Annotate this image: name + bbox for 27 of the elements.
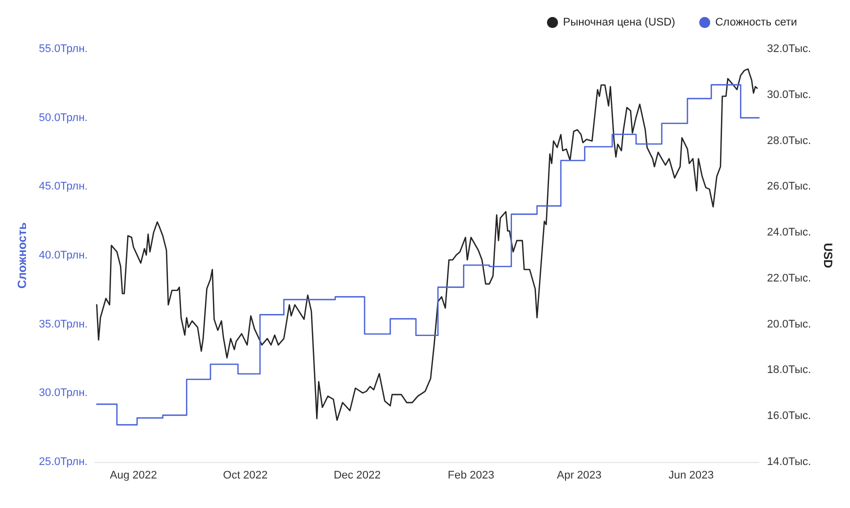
y2-tick-label: 20.0Тыс. (766, 318, 812, 330)
y2-tick-label: 22.0Тыс. (766, 272, 812, 284)
y-tick-label: 35.0Трлн. (38, 318, 88, 330)
x-tick-label: Jun 2023 (668, 470, 714, 482)
y-tick-label: 45.0Трлн. (38, 180, 88, 193)
y2-tick-label: 28.0Тыс. (766, 134, 812, 147)
y2-tick-label: 32.0Тыс. (766, 43, 812, 55)
x-tick-label: Oct 2022 (223, 470, 268, 482)
y-tick-label: 30.0Трлн. (38, 387, 88, 400)
y2-axis-title: USD (821, 242, 835, 268)
y-tick-label: 25.0Трлн. (38, 456, 88, 468)
legend-label: Рыночная цена (USD) (562, 16, 676, 28)
legend-label: Сложность сети (715, 16, 798, 28)
y2-tick-label: 18.0Тыс. (766, 364, 812, 376)
x-tick-label: Apr 2023 (556, 470, 602, 482)
y-axis-title: Сложность (15, 222, 29, 289)
y2-tick-label: 24.0Тыс. (766, 226, 812, 239)
y-tick-label: 55.0Трлн. (38, 43, 88, 55)
y2-tick-label: 30.0Тыс. (766, 88, 812, 101)
y-tick-label: 50.0Трлн. (38, 112, 88, 124)
y2-tick-label: 26.0Тыс. (766, 180, 812, 193)
y2-tick-label: 16.0Тыс. (766, 410, 812, 422)
y-tick-label: 40.0Трлн. (38, 250, 88, 262)
x-tick-label: Feb 2023 (448, 470, 494, 482)
y2-tick-label: 14.0Тыс. (766, 456, 812, 468)
x-tick-label: Dec 2022 (334, 470, 381, 482)
x-tick-label: Aug 2022 (110, 470, 157, 482)
